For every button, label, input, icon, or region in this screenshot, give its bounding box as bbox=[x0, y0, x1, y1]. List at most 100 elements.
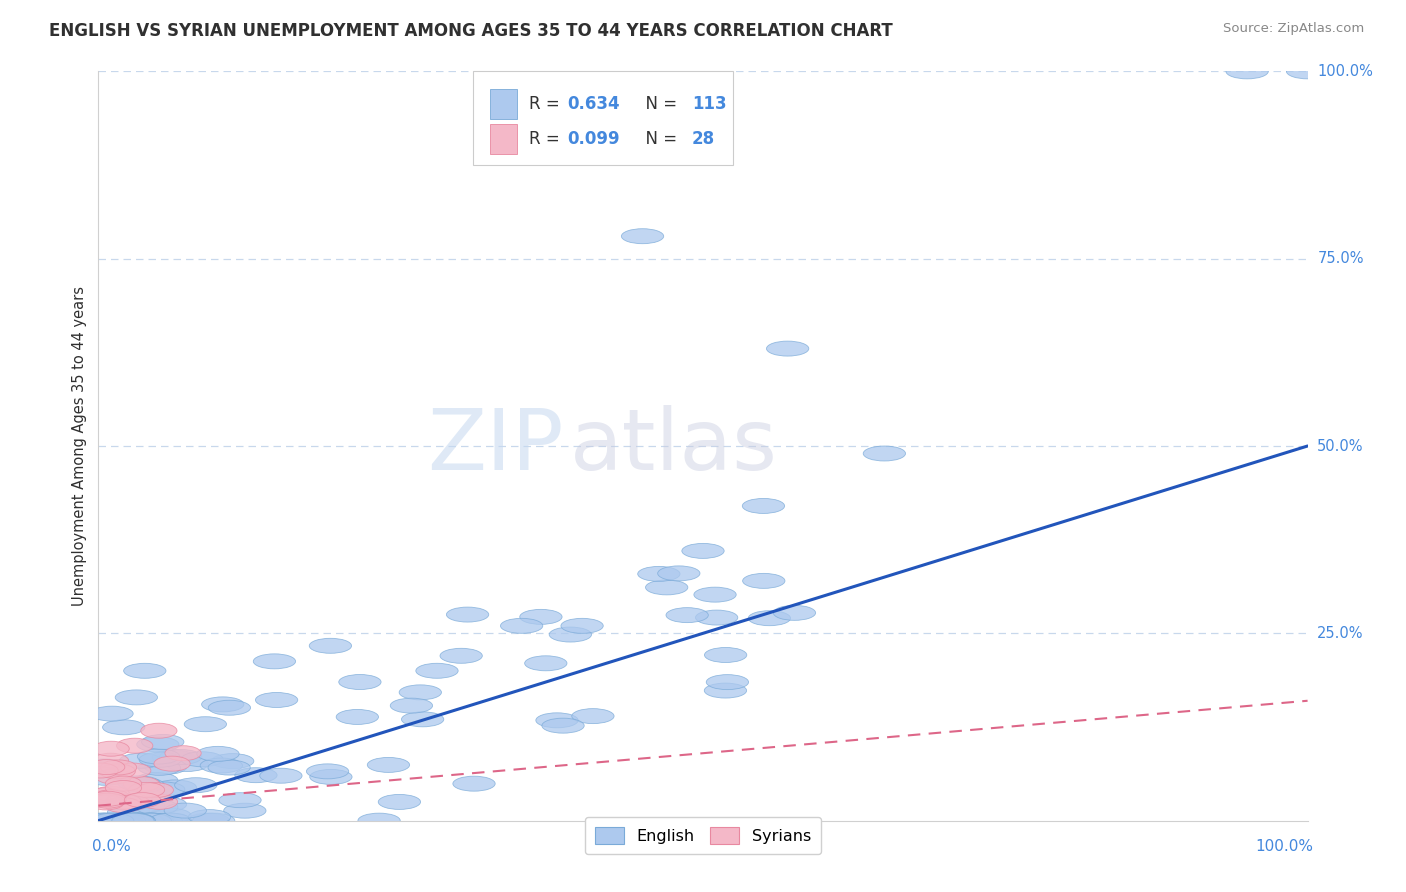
Ellipse shape bbox=[696, 610, 738, 625]
Ellipse shape bbox=[1226, 64, 1268, 78]
Ellipse shape bbox=[141, 795, 177, 809]
Ellipse shape bbox=[93, 786, 129, 801]
Ellipse shape bbox=[138, 749, 180, 764]
Ellipse shape bbox=[149, 808, 191, 823]
Ellipse shape bbox=[165, 803, 207, 818]
Ellipse shape bbox=[307, 764, 349, 779]
Ellipse shape bbox=[138, 782, 173, 797]
Ellipse shape bbox=[131, 814, 173, 828]
Ellipse shape bbox=[142, 782, 184, 797]
Ellipse shape bbox=[704, 648, 747, 663]
Ellipse shape bbox=[645, 580, 688, 595]
Ellipse shape bbox=[100, 760, 136, 775]
Text: R =: R = bbox=[529, 95, 565, 112]
Ellipse shape bbox=[253, 654, 295, 669]
Ellipse shape bbox=[638, 566, 681, 582]
Ellipse shape bbox=[197, 747, 239, 762]
Ellipse shape bbox=[742, 574, 785, 589]
Text: N =: N = bbox=[636, 130, 683, 148]
Ellipse shape bbox=[501, 618, 543, 633]
Ellipse shape bbox=[121, 814, 163, 828]
Ellipse shape bbox=[118, 776, 160, 791]
Ellipse shape bbox=[524, 656, 567, 671]
Ellipse shape bbox=[84, 771, 127, 785]
Text: 25.0%: 25.0% bbox=[1317, 626, 1364, 640]
Ellipse shape bbox=[149, 814, 191, 828]
Ellipse shape bbox=[103, 814, 145, 828]
Ellipse shape bbox=[153, 756, 190, 772]
Ellipse shape bbox=[201, 697, 243, 712]
Ellipse shape bbox=[142, 734, 184, 749]
Ellipse shape bbox=[82, 763, 118, 778]
Ellipse shape bbox=[136, 737, 179, 752]
Ellipse shape bbox=[339, 674, 381, 690]
Ellipse shape bbox=[224, 803, 266, 818]
Ellipse shape bbox=[166, 756, 208, 772]
FancyBboxPatch shape bbox=[474, 71, 734, 165]
Ellipse shape bbox=[152, 750, 194, 764]
Ellipse shape bbox=[104, 797, 141, 813]
Ellipse shape bbox=[135, 772, 177, 788]
Ellipse shape bbox=[117, 739, 153, 753]
Ellipse shape bbox=[187, 814, 229, 828]
Ellipse shape bbox=[83, 814, 125, 828]
Ellipse shape bbox=[159, 749, 202, 764]
Ellipse shape bbox=[309, 639, 352, 653]
Text: 100.0%: 100.0% bbox=[1317, 64, 1374, 78]
Ellipse shape bbox=[84, 759, 127, 774]
Ellipse shape bbox=[114, 814, 156, 828]
Ellipse shape bbox=[863, 446, 905, 461]
Ellipse shape bbox=[211, 754, 254, 769]
Ellipse shape bbox=[520, 609, 562, 624]
Ellipse shape bbox=[124, 793, 160, 807]
Ellipse shape bbox=[134, 814, 176, 828]
Ellipse shape bbox=[107, 805, 150, 820]
Ellipse shape bbox=[94, 789, 129, 805]
Ellipse shape bbox=[378, 795, 420, 809]
Ellipse shape bbox=[256, 692, 298, 707]
Text: 0.634: 0.634 bbox=[568, 95, 620, 112]
Ellipse shape bbox=[666, 607, 709, 623]
Legend: English, Syrians: English, Syrians bbox=[585, 817, 821, 854]
Ellipse shape bbox=[402, 712, 444, 727]
Text: 28: 28 bbox=[692, 130, 716, 148]
Text: ENGLISH VS SYRIAN UNEMPLOYMENT AMONG AGES 35 TO 44 YEARS CORRELATION CHART: ENGLISH VS SYRIAN UNEMPLOYMENT AMONG AGE… bbox=[49, 22, 893, 40]
Y-axis label: Unemployment Among Ages 35 to 44 years: Unemployment Among Ages 35 to 44 years bbox=[72, 286, 87, 606]
Ellipse shape bbox=[399, 685, 441, 700]
Ellipse shape bbox=[174, 778, 217, 793]
Ellipse shape bbox=[84, 814, 128, 828]
Ellipse shape bbox=[138, 760, 180, 775]
Ellipse shape bbox=[112, 814, 155, 828]
Ellipse shape bbox=[87, 814, 129, 828]
Ellipse shape bbox=[766, 341, 808, 356]
Ellipse shape bbox=[124, 664, 166, 678]
Ellipse shape bbox=[90, 793, 127, 808]
Ellipse shape bbox=[139, 752, 181, 767]
Ellipse shape bbox=[105, 780, 142, 796]
Ellipse shape bbox=[105, 776, 142, 791]
Ellipse shape bbox=[89, 760, 125, 774]
Ellipse shape bbox=[416, 664, 458, 678]
Text: Source: ZipAtlas.com: Source: ZipAtlas.com bbox=[1223, 22, 1364, 36]
Text: atlas: atlas bbox=[569, 404, 778, 488]
Ellipse shape bbox=[77, 790, 120, 805]
Ellipse shape bbox=[115, 690, 157, 705]
Ellipse shape bbox=[96, 769, 132, 784]
Ellipse shape bbox=[440, 648, 482, 664]
Text: 100.0%: 100.0% bbox=[1256, 839, 1313, 855]
Ellipse shape bbox=[91, 814, 134, 828]
Ellipse shape bbox=[122, 797, 165, 813]
Bar bbox=[491, 124, 517, 153]
Ellipse shape bbox=[704, 683, 747, 698]
Bar bbox=[491, 88, 517, 119]
Ellipse shape bbox=[98, 764, 135, 779]
Ellipse shape bbox=[105, 794, 142, 809]
Ellipse shape bbox=[550, 627, 592, 642]
Ellipse shape bbox=[129, 814, 172, 828]
Text: N =: N = bbox=[636, 95, 683, 112]
Ellipse shape bbox=[100, 814, 143, 828]
Ellipse shape bbox=[112, 814, 155, 828]
Text: ZIP: ZIP bbox=[427, 404, 564, 488]
Ellipse shape bbox=[359, 814, 401, 828]
Ellipse shape bbox=[80, 814, 122, 828]
